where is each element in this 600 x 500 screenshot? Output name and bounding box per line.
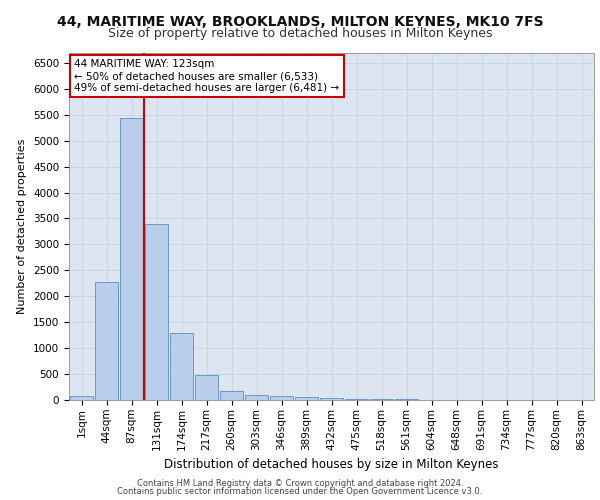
Bar (270, 396, 293, 400)
Bar (145, 224, 168, 400)
Bar (170, 332, 193, 400)
Text: 44, MARITIME WAY, BROOKLANDS, MILTON KEYNES, MK10 7FS: 44, MARITIME WAY, BROOKLANDS, MILTON KEY… (56, 15, 544, 29)
X-axis label: Distribution of detached houses by size in Milton Keynes: Distribution of detached houses by size … (164, 458, 499, 471)
Text: 44 MARITIME WAY: 123sqm
← 50% of detached houses are smaller (6,533)
49% of semi: 44 MARITIME WAY: 123sqm ← 50% of detache… (74, 60, 340, 92)
Bar (245, 395, 268, 400)
Bar (295, 397, 318, 400)
Bar (370, 399, 393, 400)
Text: Contains public sector information licensed under the Open Government Licence v3: Contains public sector information licen… (118, 487, 482, 496)
Bar (95, 282, 118, 400)
Y-axis label: Number of detached properties: Number of detached properties (17, 138, 28, 314)
Bar (120, 118, 143, 400)
Bar (220, 392, 243, 400)
Text: Contains HM Land Registry data © Crown copyright and database right 2024.: Contains HM Land Registry data © Crown c… (137, 478, 463, 488)
Bar (320, 398, 343, 400)
Bar (70, 396, 93, 400)
Text: Size of property relative to detached houses in Milton Keynes: Size of property relative to detached ho… (108, 28, 492, 40)
Bar (195, 375, 218, 400)
Bar (345, 399, 368, 400)
